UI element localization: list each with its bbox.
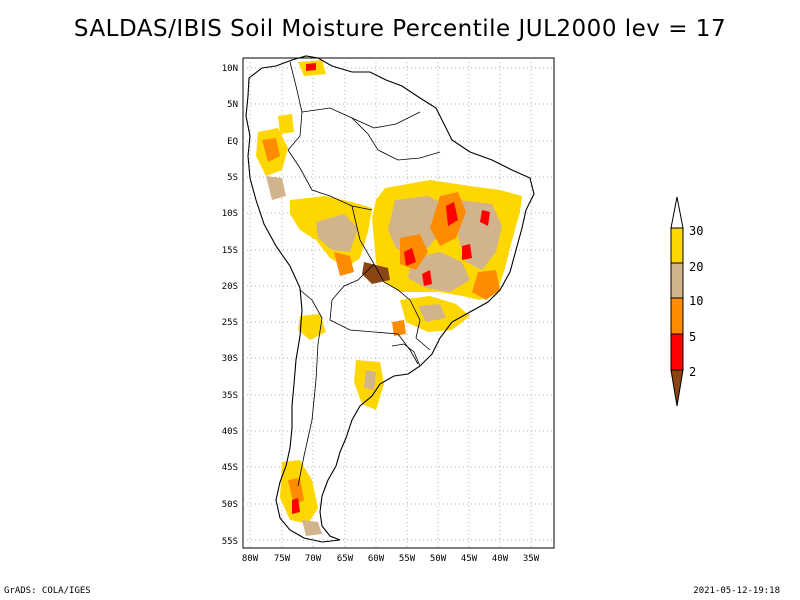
- legend-swatch-20-30: [670, 227, 684, 264]
- legend-bottom-arrow: [670, 369, 684, 407]
- lon-label: 70W: [305, 554, 322, 564]
- legend-label: 20: [689, 260, 703, 274]
- lat-label: EQ: [227, 137, 238, 147]
- lon-label: 75W: [274, 554, 291, 564]
- latitude-labels: 10N 5N EQ 5S 10S 15S 20S 25S 30S 35S 40S…: [222, 64, 238, 547]
- lon-label: 60W: [368, 554, 385, 564]
- legend-labels: 30 20 10 5 2: [689, 224, 703, 379]
- map-title: SALDAS/IBIS Soil Moisture Percentile JUL…: [73, 16, 727, 42]
- color-legend: [670, 196, 684, 407]
- lon-label: 50W: [430, 554, 447, 564]
- moisture-field: [256, 60, 522, 536]
- footer-credit: GrADS: COLA/IGES: [4, 586, 91, 596]
- legend-swatch-5-10: [670, 297, 684, 335]
- lat-label: 20S: [222, 282, 238, 292]
- legend-label: 30: [689, 224, 703, 238]
- lat-label: 10N: [222, 64, 238, 74]
- lon-label: 80W: [242, 554, 259, 564]
- lat-label: 10S: [222, 209, 238, 219]
- legend-top-arrow: [670, 196, 684, 229]
- coastline: [245, 55, 535, 543]
- legend-label: 5: [689, 330, 696, 344]
- lat-label: 30S: [222, 354, 238, 364]
- lon-label: 55W: [399, 554, 416, 564]
- lat-label: 15S: [222, 246, 238, 256]
- lat-label: 45S: [222, 463, 238, 473]
- footer-timestamp: 2021-05-12-19:18: [693, 586, 780, 596]
- country-borders: [287, 61, 441, 487]
- lon-label: 40W: [492, 554, 509, 564]
- lat-label: 55S: [222, 537, 238, 547]
- lon-label: 65W: [337, 554, 354, 564]
- lat-label: 5N: [227, 100, 238, 110]
- legend-label: 10: [689, 294, 703, 308]
- lon-label: 45W: [461, 554, 478, 564]
- lon-label: 35W: [523, 554, 540, 564]
- lat-label: 50S: [222, 500, 238, 510]
- longitude-labels: 80W 75W 70W 65W 60W 55W 50W 45W 40W 35W: [242, 554, 540, 564]
- map-frame: [242, 57, 555, 549]
- legend-swatch-10-20: [670, 262, 684, 299]
- lat-label: 5S: [227, 173, 238, 183]
- lat-label: 35S: [222, 391, 238, 401]
- lat-label: 25S: [222, 318, 238, 328]
- legend-swatch-2-5: [670, 333, 684, 371]
- legend-label: 2: [689, 365, 696, 379]
- lat-label: 40S: [222, 427, 238, 437]
